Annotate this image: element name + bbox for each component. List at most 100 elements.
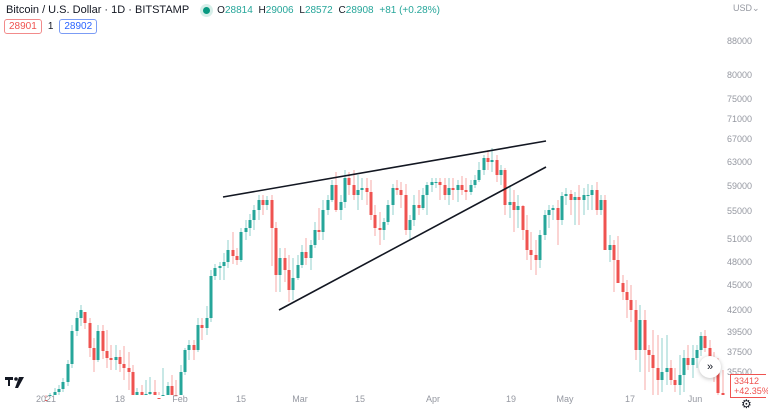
candle-up [296, 265, 300, 278]
symbol-title[interactable]: Bitcoin / U.S. Dollar · 1D · BITSTAMP [6, 4, 190, 16]
candle-down [669, 368, 673, 380]
candle-up [412, 205, 416, 220]
close-value: 28908 [345, 4, 374, 16]
candle-up [421, 195, 425, 208]
candle-up [339, 202, 343, 210]
upper-wedge-line[interactable] [222, 140, 547, 198]
time-tick-label: May [556, 394, 574, 404]
candle-down [317, 230, 321, 232]
candle-up [291, 278, 295, 290]
scroll-to-realtime-button[interactable]: » [699, 356, 721, 378]
candle-up [66, 364, 70, 382]
candle-down [235, 256, 239, 260]
candle-up [678, 375, 682, 385]
candle-up [326, 200, 330, 210]
price-tick-label: 75000 [726, 94, 752, 104]
candle-down [83, 312, 87, 323]
currency-selector[interactable]: USD⌄ [733, 3, 760, 14]
candle-down [512, 202, 516, 210]
candle-up [682, 358, 686, 375]
candle-up [222, 262, 226, 266]
candle-down [686, 358, 690, 365]
candle-down [721, 393, 725, 395]
last-price: 33412 [734, 376, 760, 386]
candle-down [304, 252, 308, 258]
candle-up [490, 160, 494, 162]
candle-down [616, 260, 620, 283]
candle-up [53, 392, 57, 395]
candle-up [547, 210, 551, 215]
time-tick-label: 15 [235, 394, 247, 404]
candle-up [309, 245, 313, 258]
candle-down [127, 368, 131, 372]
candle-up [183, 350, 187, 372]
time-tick-label: Mar [292, 394, 308, 404]
candle-down [708, 348, 712, 360]
candle-down [569, 194, 573, 200]
candle-up [430, 182, 434, 185]
last-change-pct: +42.35% [734, 386, 768, 396]
time-tick-label: 18 [114, 394, 126, 404]
price-tick-label: 45000 [726, 280, 752, 290]
candle-up [447, 188, 451, 195]
candle-up [265, 200, 269, 205]
buy-button[interactable]: 28902 [59, 19, 98, 34]
lower-wedge-line[interactable] [278, 166, 547, 311]
candle-up [691, 358, 695, 365]
candle-down [153, 392, 157, 395]
candle-down [451, 188, 455, 190]
candle-down [88, 323, 92, 348]
price-tick-label: 48000 [726, 257, 752, 267]
chevron-down-icon: ⌄ [752, 3, 760, 13]
candle-down [417, 205, 421, 208]
candle-down [347, 178, 351, 185]
candle-down [369, 192, 373, 215]
time-tick-label: Feb [172, 394, 188, 404]
candle-down [438, 182, 442, 185]
gear-icon[interactable]: ⚙ [741, 397, 752, 411]
symbol-legend[interactable]: Bitcoin / U.S. Dollar · 1D · BITSTAMP O2… [6, 4, 443, 16]
candle-down [334, 185, 338, 210]
ohlc-values: O28814 H29006 L28572 C28908 +81 (+0.28%) [217, 5, 443, 16]
candle-down [157, 398, 161, 399]
open-value: 28814 [224, 4, 253, 16]
candle-up [391, 188, 395, 205]
candle-up [79, 310, 83, 318]
candle-down [404, 195, 408, 230]
price-tick-label: 51000 [726, 234, 752, 244]
candle-down [603, 200, 607, 250]
candle-down [503, 170, 507, 205]
candle-down [486, 158, 490, 162]
candle-up [538, 235, 542, 260]
candle-down [612, 245, 616, 260]
candle-up [586, 195, 590, 196]
candle-down [352, 185, 356, 195]
candle-up [408, 220, 412, 230]
candle-up [218, 266, 222, 268]
sell-button[interactable]: 28901 [4, 19, 42, 34]
price-tick-label: 71000 [726, 114, 752, 124]
candle-up [473, 180, 477, 185]
candle-down [399, 190, 403, 195]
candle-down [495, 160, 499, 175]
low-value: 28572 [304, 4, 333, 16]
candle-up [573, 197, 577, 200]
candle-down [621, 283, 625, 292]
candle-down [274, 228, 278, 275]
candle-down [101, 331, 105, 351]
close-label: C [338, 4, 346, 16]
candle-up [382, 222, 386, 230]
drawing-layer[interactable] [222, 140, 547, 311]
price-tick-label: 88000 [726, 36, 752, 46]
candle-up [638, 320, 642, 350]
candle-down [625, 292, 629, 300]
candle-up [244, 228, 248, 232]
time-tick-label: Jun [687, 394, 703, 404]
candle-up [608, 245, 612, 250]
candle-up [205, 318, 209, 328]
candle-up [144, 394, 148, 395]
spread-value: 1 [47, 21, 54, 32]
tradingview-logo-icon[interactable] [5, 376, 27, 394]
candle-down [378, 228, 382, 230]
